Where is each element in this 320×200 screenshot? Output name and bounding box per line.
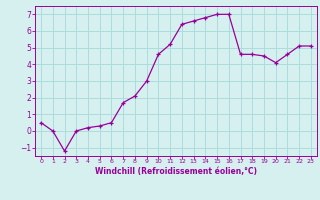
X-axis label: Windchill (Refroidissement éolien,°C): Windchill (Refroidissement éolien,°C)	[95, 167, 257, 176]
